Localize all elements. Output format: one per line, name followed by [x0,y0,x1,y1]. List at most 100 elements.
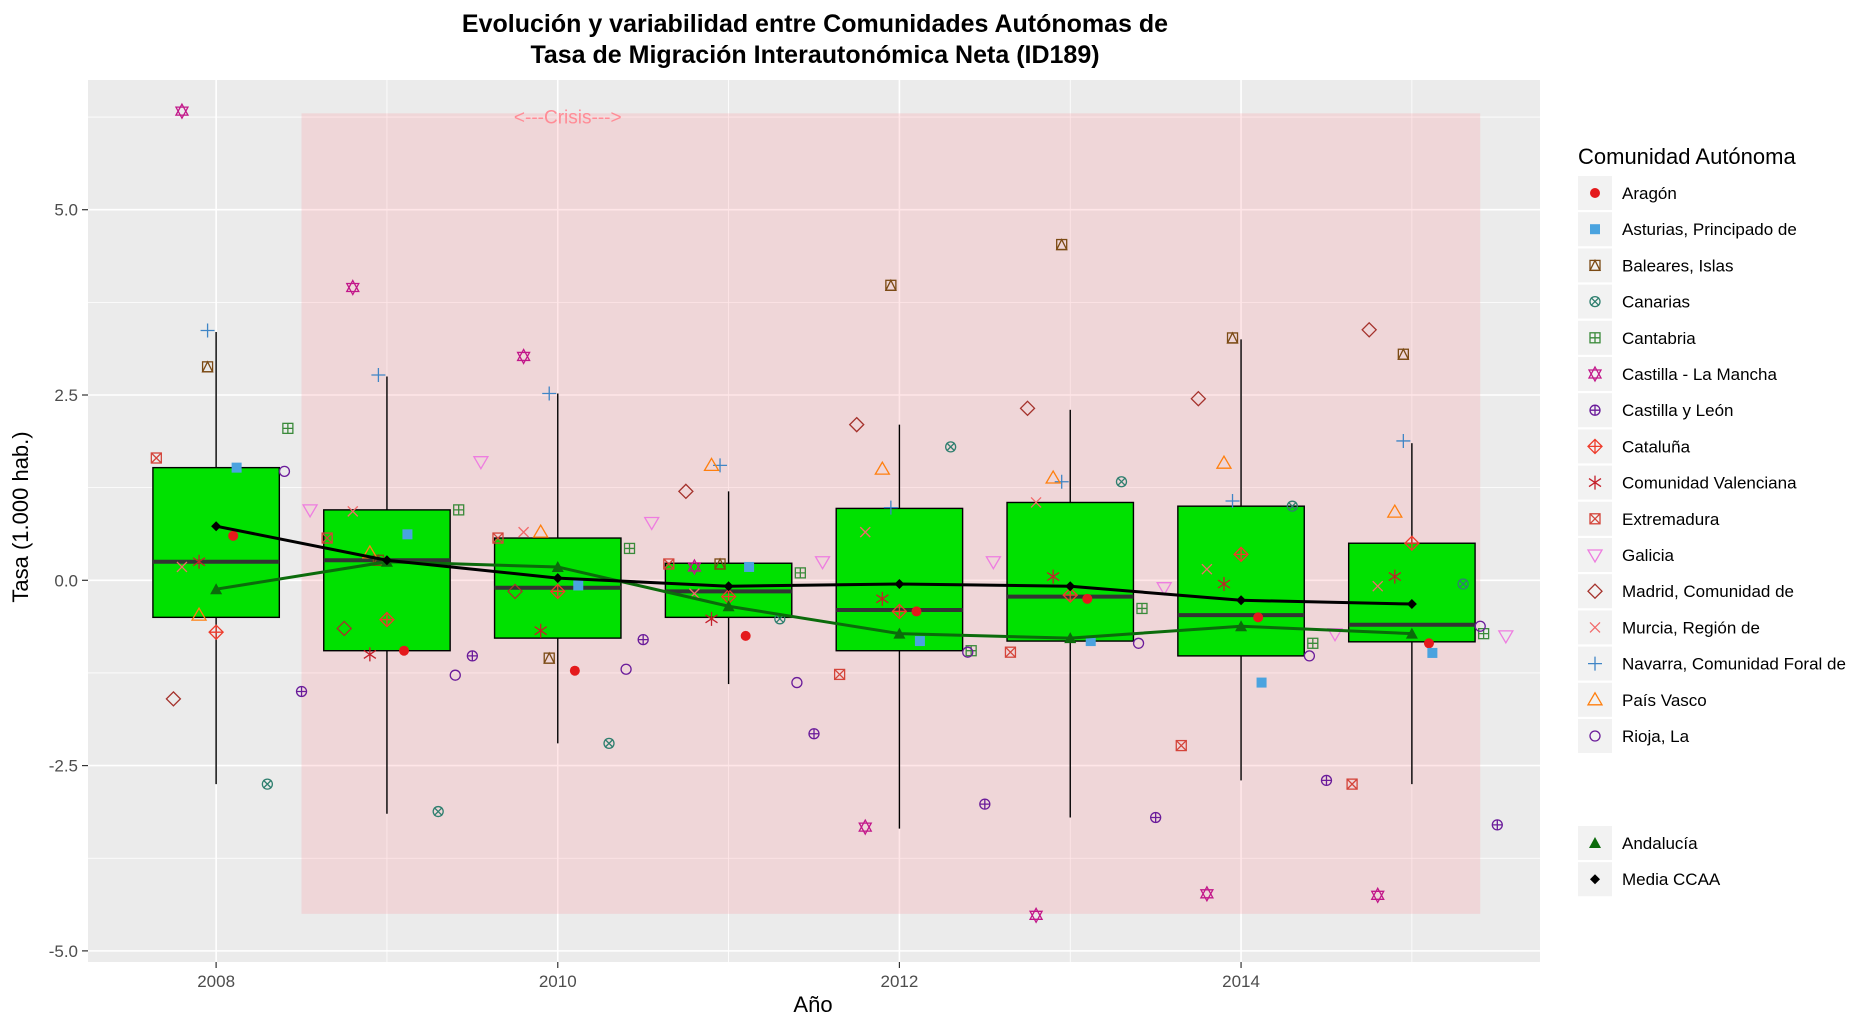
legend-item: Comunidad Valenciana [1578,465,1797,500]
data-point [1201,563,1213,575]
data-point [962,646,974,658]
data-point [453,504,465,516]
legend-item: Castilla y León [1578,393,1734,428]
data-point [295,685,308,698]
data-point [1235,620,1248,632]
axes: -5.0 -2.5 0.0 2.5 5.0 2008 2010 2012 2014 [49,201,1260,991]
legend-item: Madrid, Comunidad de [1578,574,1794,609]
data-point [722,600,735,612]
series-catalu-a [208,535,1420,641]
legend-marker [1588,656,1602,671]
legend-item: Canarias [1578,284,1690,319]
data-point [1082,593,1093,604]
data-point [687,558,702,576]
data-point [705,611,718,626]
series-cantabria [282,422,1490,657]
data-point [1233,546,1249,563]
data-point [643,516,660,531]
legend-item: Galicia [1578,538,1675,572]
data-point [363,647,377,662]
x-tick-label: 2014 [1222,972,1260,991]
series-castilla-la-mancha [174,102,1385,924]
data-point [518,526,530,538]
data-point [1406,599,1417,610]
data-point [884,278,897,291]
legend-key [1578,574,1612,609]
data-point [549,583,566,600]
data-point [740,630,751,641]
data-point [623,542,636,555]
y-tick-label: -2.5 [49,757,78,776]
data-point [1405,627,1418,639]
data-point [1286,500,1298,512]
data-point [894,579,905,589]
data-point [791,676,803,689]
data-point [1175,739,1187,752]
data-point [1190,390,1207,407]
data-point [231,462,242,473]
legend-item: Cataluña [1578,429,1691,464]
legend-marker [1590,224,1600,235]
data-point [1474,620,1486,632]
legend-item: Baleares, Islas [1578,248,1734,283]
boxplot-2015 [1347,443,1476,785]
y-axis-label: Tasa (1.000 hab.) [8,431,33,602]
data-point [466,650,479,662]
data-point [192,554,206,569]
data-point [472,456,490,470]
legend-label: Castilla y León [1622,401,1734,420]
legend-marker [1590,874,1600,885]
data-point [261,778,274,790]
data-point [402,529,413,540]
legend-label: Castilla - La Mancha [1622,365,1778,384]
legend-item: Rioja, La [1578,719,1690,753]
legend-marker [1589,295,1601,308]
data-point [1055,238,1068,251]
data-point [848,416,865,433]
data-point [278,465,291,477]
legend-label: País Vasco [1622,691,1707,710]
data-point [1491,819,1503,831]
series-extremadura [150,452,1358,790]
data-point [713,557,727,570]
legend-label: Comunidad Valenciana [1622,474,1797,493]
legend-item: Media CCAA [1578,862,1721,897]
data-point [399,645,410,656]
legend-marker [1587,438,1603,455]
data-point [449,669,461,681]
legend-marker [1589,513,1601,525]
data-point [1256,677,1267,688]
data-point [208,624,225,641]
legend-item: Asturias, Principado de [1578,212,1797,247]
series-canarias [261,441,1469,818]
data-point [808,728,820,740]
legend-key [1578,538,1612,572]
x-axis-label: Año [793,992,832,1017]
data-point [703,457,720,472]
legend-label: Extremadura [1622,510,1720,529]
x-tick-label: 2012 [880,972,918,991]
legend-marker [1589,332,1601,344]
legend-key [1578,682,1612,717]
legend-marker [1588,475,1602,490]
data-point [1457,578,1469,590]
data-point [371,367,386,382]
data-point [534,623,548,638]
data-point [1132,637,1145,649]
legend-marker [1587,365,1603,383]
data-point [1054,474,1069,489]
data-point [174,102,190,120]
data-point [979,798,991,810]
data-point [1388,569,1402,584]
data-point [1372,580,1384,592]
data-point [1346,778,1358,790]
legend-label: Aragón [1622,184,1677,203]
data-point [321,532,333,544]
data-point [620,663,632,675]
data-point [723,581,734,592]
chart-title-line-2: Tasa de Migración Interautonómica Neta (… [530,41,1099,69]
legend-marker [1589,621,1601,633]
data-point [1361,321,1378,338]
legend-label: Canarias [1622,293,1690,312]
data-point [552,573,563,584]
